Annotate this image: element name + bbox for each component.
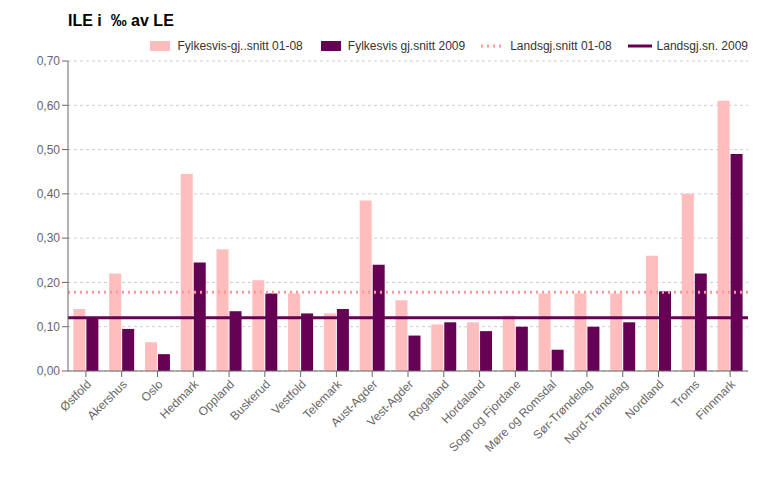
svg-text:0,50: 0,50	[37, 143, 61, 157]
svg-text:Oslo: Oslo	[138, 377, 166, 405]
svg-text:Møre og Romsdal: Møre og Romsdal	[482, 377, 560, 455]
html-text:Landsgj.snitt 01-08: Landsgj.snitt 01-08	[510, 39, 612, 53]
html-text:Fylkesvis-gj..snitt 01-08: Fylkesvis-gj..snitt 01-08	[177, 39, 303, 53]
svg-text:Troms: Troms	[669, 377, 703, 411]
svg-text:Aust-Agder: Aust-Agder	[328, 377, 381, 430]
svg-text:0,10: 0,10	[37, 320, 61, 334]
svg-text:Akershus: Akershus	[85, 377, 130, 422]
html-text:ILE i ‰ av LE: ILE i ‰ av LE	[68, 12, 174, 29]
svg-text:Vestfold: Vestfold	[268, 377, 309, 418]
svg-text:Oppland: Oppland	[195, 377, 238, 420]
html-text:Fylkesvis gj.snitt 2009: Fylkesvis gj.snitt 2009	[347, 39, 466, 53]
svg-text:Hordaland: Hordaland	[438, 377, 488, 427]
svg-text:Nord-Trøndelag: Nord-Trøndelag	[561, 377, 630, 446]
svg-text:Telemark: Telemark	[300, 377, 345, 422]
svg-text:0,20: 0,20	[37, 276, 61, 290]
svg-text:Finnmark: Finnmark	[693, 377, 739, 423]
svg-text:Østfold: Østfold	[57, 377, 94, 414]
svg-text:Rogaland: Rogaland	[405, 377, 452, 424]
svg-text:0,60: 0,60	[37, 99, 61, 113]
svg-text:0,30: 0,30	[37, 231, 61, 245]
html-text:Landsgj.sn. 2009: Landsgj.sn. 2009	[656, 39, 748, 53]
svg-text:Hedmark: Hedmark	[157, 377, 202, 422]
svg-text:Nordland: Nordland	[622, 377, 666, 421]
svg-text:0,00: 0,00	[37, 364, 61, 378]
svg-text:0,70: 0,70	[37, 54, 61, 68]
svg-text:Vest-Agder: Vest-Agder	[364, 377, 416, 429]
svg-text:Sør-Trøndelag: Sør-Trøndelag	[530, 377, 596, 442]
svg-text:Buskerud: Buskerud	[227, 377, 273, 423]
svg-text:Sogn og Fjordane: Sogn og Fjordane	[446, 377, 524, 455]
svg-text:0,40: 0,40	[37, 187, 61, 201]
